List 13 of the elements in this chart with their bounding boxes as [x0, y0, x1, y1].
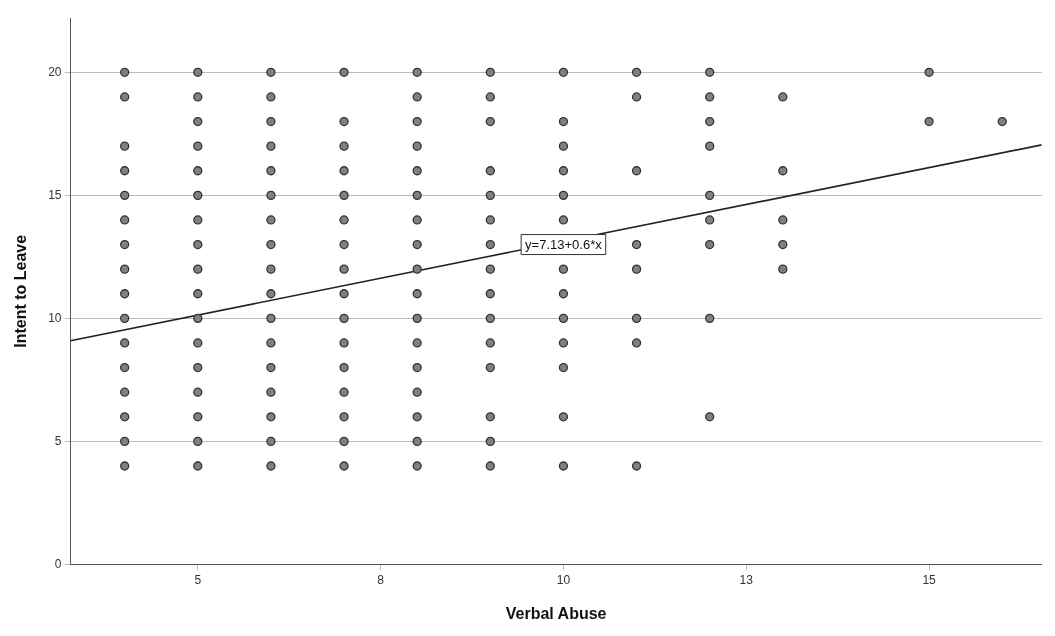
x-tick-label: 10: [556, 572, 571, 587]
y-tick-label: 20: [48, 64, 62, 79]
y-tick-label: 15: [48, 187, 62, 202]
y-tick-label: 5: [54, 433, 62, 448]
y-tick-label: 10: [48, 310, 62, 325]
y-tick-label: 0: [54, 556, 62, 571]
y-axis-title: Intent to Leave: [12, 234, 30, 348]
x-tick-label: 8: [377, 572, 385, 587]
x-tick-label: 13: [739, 572, 754, 587]
x-axis-title: Verbal Abuse: [505, 604, 607, 622]
annotation: y=7.13+0.6*x: [525, 237, 603, 253]
x-tick-label: 15: [922, 572, 937, 587]
x-tick-label: 5: [194, 572, 202, 587]
